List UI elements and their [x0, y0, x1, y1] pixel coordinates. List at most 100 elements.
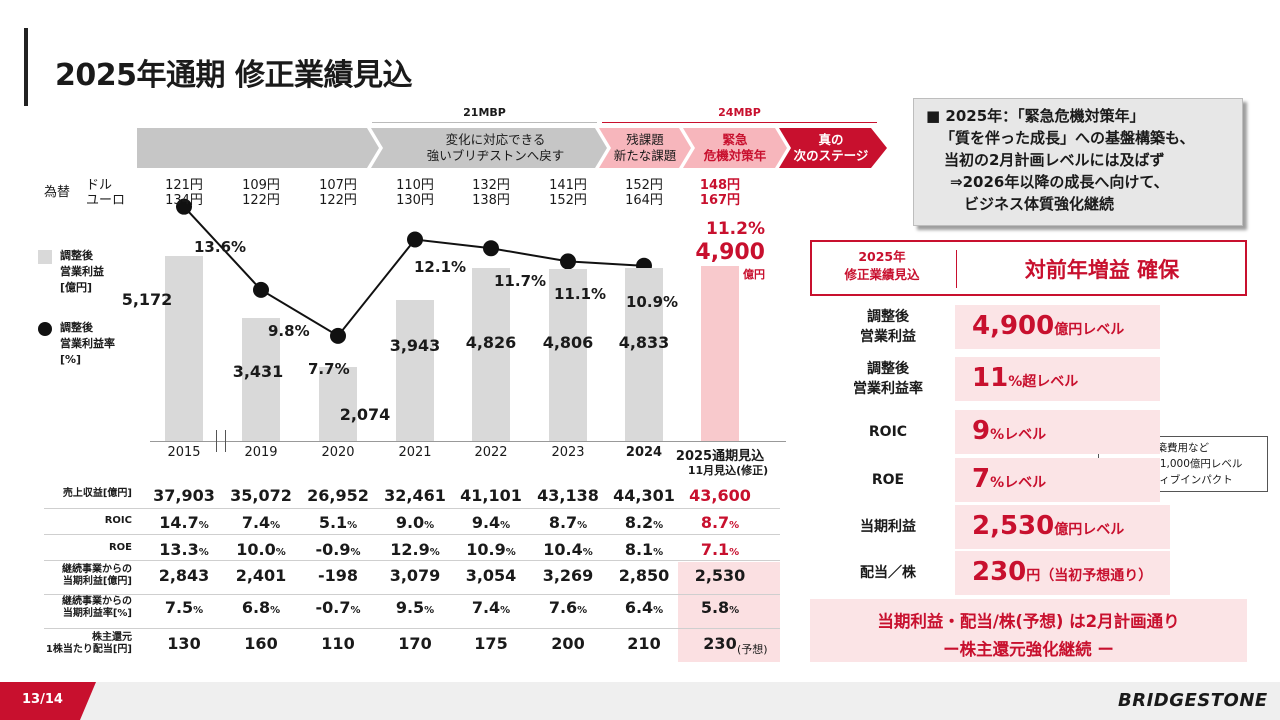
table-cell: 9.5% — [395, 598, 435, 617]
table-divider — [44, 534, 780, 535]
fx-dollar-value: 152円 — [625, 178, 663, 193]
table-cell: 2,843 — [158, 566, 210, 585]
table-cell-unit: % — [270, 605, 281, 616]
table-cell: 7.1% — [700, 540, 740, 559]
axis-break-1 — [216, 430, 217, 452]
phase-label-4: 真の 次のステージ — [793, 132, 869, 163]
fx-dollar-value: 109円 — [242, 178, 280, 193]
margin-point — [407, 231, 423, 248]
band-21mbp: 21MBP — [463, 106, 506, 119]
chart-bar — [549, 269, 587, 441]
table-cell: 210 — [627, 634, 661, 653]
fx-euro-value: 130円 — [396, 193, 434, 208]
table-row-label: ROE — [108, 542, 132, 553]
table-cell: 160 — [244, 634, 278, 653]
chart-value-label: 4,833 — [618, 333, 670, 352]
table-row-label: 継続事業からの 当期利益[億円] — [62, 564, 132, 587]
chart-bar — [701, 265, 739, 441]
table-cell-unit: % — [582, 547, 593, 558]
metric-unit: %超レベル — [1008, 374, 1079, 390]
forecast-highlight — [678, 562, 780, 662]
phase-arrow-red — [779, 128, 887, 168]
table-cell: 2,850 — [618, 566, 670, 585]
bottom-message-line-2: ー株主還元強化継続 ー — [943, 640, 1114, 659]
fx-euro-value: 134円 — [165, 193, 203, 208]
table-cell-unit: % — [424, 520, 435, 531]
metric-value: 230円（当初予想通り） — [972, 557, 1153, 587]
table-cell: 3,054 — [465, 566, 517, 585]
axis-break-2 — [225, 430, 226, 452]
table-cell: -198 — [317, 566, 359, 585]
page-number: 13/14 — [22, 692, 63, 707]
table-row-label: 売上収益[億円] — [62, 488, 132, 499]
table-cell: 7.4% — [241, 513, 281, 532]
bottom-message-line-1: 当期利益・配当/株(予想) は2月計画通り — [877, 612, 1180, 631]
phase-label-3: 緊急 危機対策年 — [703, 132, 767, 163]
chart-value-label: 4,806 — [542, 333, 594, 352]
band-21mbp-line — [372, 122, 597, 123]
table-cell: 3,079 — [389, 566, 441, 585]
metric-unit: 億円レベル — [1054, 522, 1125, 538]
callout-line-4: ⇒2026年以降の成長へ向けて、 — [950, 173, 1169, 191]
table-cell-unit: % — [500, 605, 511, 616]
chart-value-label: 3,431 — [232, 362, 284, 381]
table-divider — [44, 508, 780, 509]
summary-divider — [956, 250, 957, 288]
metric-unit: %レベル — [990, 427, 1047, 443]
bottom-message-box: 当期利益・配当/株(予想) は2月計画通り ー株主還元強化継続 ー — [810, 599, 1247, 662]
metric-label: 配当／株 — [860, 565, 916, 581]
fx-label: 為替 — [44, 185, 71, 200]
table-cell: -0.9% — [315, 540, 361, 559]
table-cell: 230 — [703, 634, 737, 653]
table-row-label: 継続事業からの 当期利益率[%] — [62, 596, 132, 619]
chart-bar — [242, 318, 280, 441]
forecast-pct-label: 11.2% — [706, 219, 765, 239]
callout-line-3: 当初の2月計画レベルには及ばず — [944, 151, 1165, 169]
chart-year-label: 2021 — [398, 445, 432, 460]
chart-year-label: 2015 — [167, 445, 201, 460]
fx-euro-label: ユーロ — [86, 193, 126, 208]
table-cell: 37,903 — [153, 486, 215, 505]
table-cell: 175 — [474, 634, 508, 653]
metric-box — [955, 458, 1160, 502]
table-cell: 9.0% — [395, 513, 435, 532]
footer — [0, 682, 1280, 720]
table-cell: 14.7% — [159, 513, 209, 532]
forecast-unit-label: 億円 — [743, 268, 765, 281]
table-cell-unit: % — [350, 547, 361, 558]
table-cell: 8.7% — [700, 513, 740, 532]
chart-pct-label: 13.6% — [194, 238, 247, 256]
chart-value-label: 4,826 — [465, 333, 517, 352]
table-cell-unit: % — [193, 605, 204, 616]
margin-point — [253, 281, 269, 298]
chart-year-label: 2023 — [551, 445, 585, 460]
metric-value: 7%レベル — [972, 464, 1047, 494]
metric-value: 9%レベル — [972, 416, 1047, 446]
metric-value: 11%超レベル — [972, 363, 1079, 393]
table-cell-unit: % — [198, 547, 209, 558]
chart-value-label: 2,074 — [339, 405, 391, 424]
margin-point — [330, 327, 346, 344]
fx-dollar-value: 121円 — [165, 178, 203, 193]
band-24mbp: 24MBP — [718, 106, 761, 119]
phase-arrow-pink-2 — [683, 128, 787, 168]
chart-year-label: 2020 — [321, 445, 355, 460]
title-accent-bar — [24, 28, 28, 106]
table-cell-unit: % — [653, 520, 664, 531]
table-cell: 7.5% — [164, 598, 204, 617]
phase-arrows — [137, 128, 887, 168]
table-cell: 6.4% — [624, 598, 664, 617]
chart-bar — [165, 256, 203, 441]
brand-logo: BRIDGESTONE — [1118, 690, 1268, 711]
table-cell-unit: % — [270, 520, 281, 531]
metric-label: ROIC — [868, 424, 908, 440]
chart-bar — [625, 268, 663, 441]
metric-label: 調整後 営業利益率 — [853, 361, 923, 397]
table-cell-unit: % — [505, 547, 516, 558]
metric-label: 調整後 営業利益 — [860, 309, 916, 345]
table-cell-unit: % — [653, 547, 664, 558]
phase-arrow-gray-2 — [371, 128, 607, 168]
legend-bar-swatch — [38, 250, 52, 264]
table-cell: 35,072 — [230, 486, 292, 505]
table-row-label: 株主還元 1株当たり配当[円] — [45, 632, 132, 655]
